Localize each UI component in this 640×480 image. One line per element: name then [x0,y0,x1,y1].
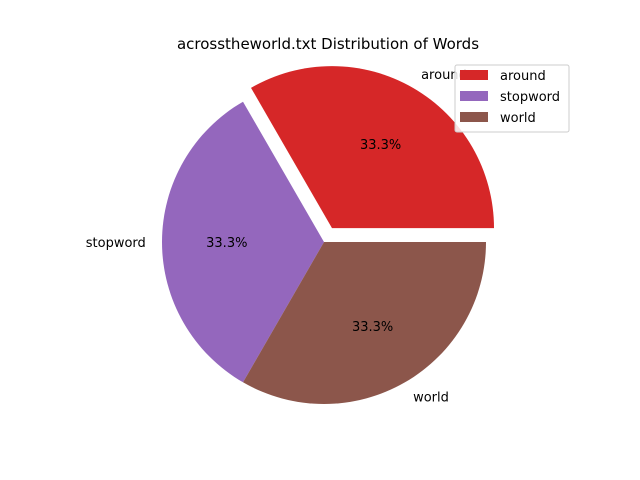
legend-label-world: world [500,111,536,126]
pie-slice-world [243,242,486,404]
legend-swatch-around [460,70,488,80]
legend-label-around: around [500,69,546,84]
legend-swatch-stopword [460,91,488,101]
slice-label-world: world [413,390,449,405]
percent-label-around: 33.3% [360,138,401,153]
percent-label-stopword: 33.3% [206,236,247,251]
legend-label-stopword: stopword [500,90,560,105]
pie-slice-around [251,66,494,229]
percent-label-world: 33.3% [352,320,393,335]
slice-label-stopword: stopword [86,236,146,251]
chart-title: acrosstheworld.txt Distribution of Words [177,35,479,53]
pie-slice-stopword [162,101,324,383]
pie-slices [162,66,494,404]
legend: around stopword world [454,64,570,133]
legend-swatch-world [460,112,488,122]
